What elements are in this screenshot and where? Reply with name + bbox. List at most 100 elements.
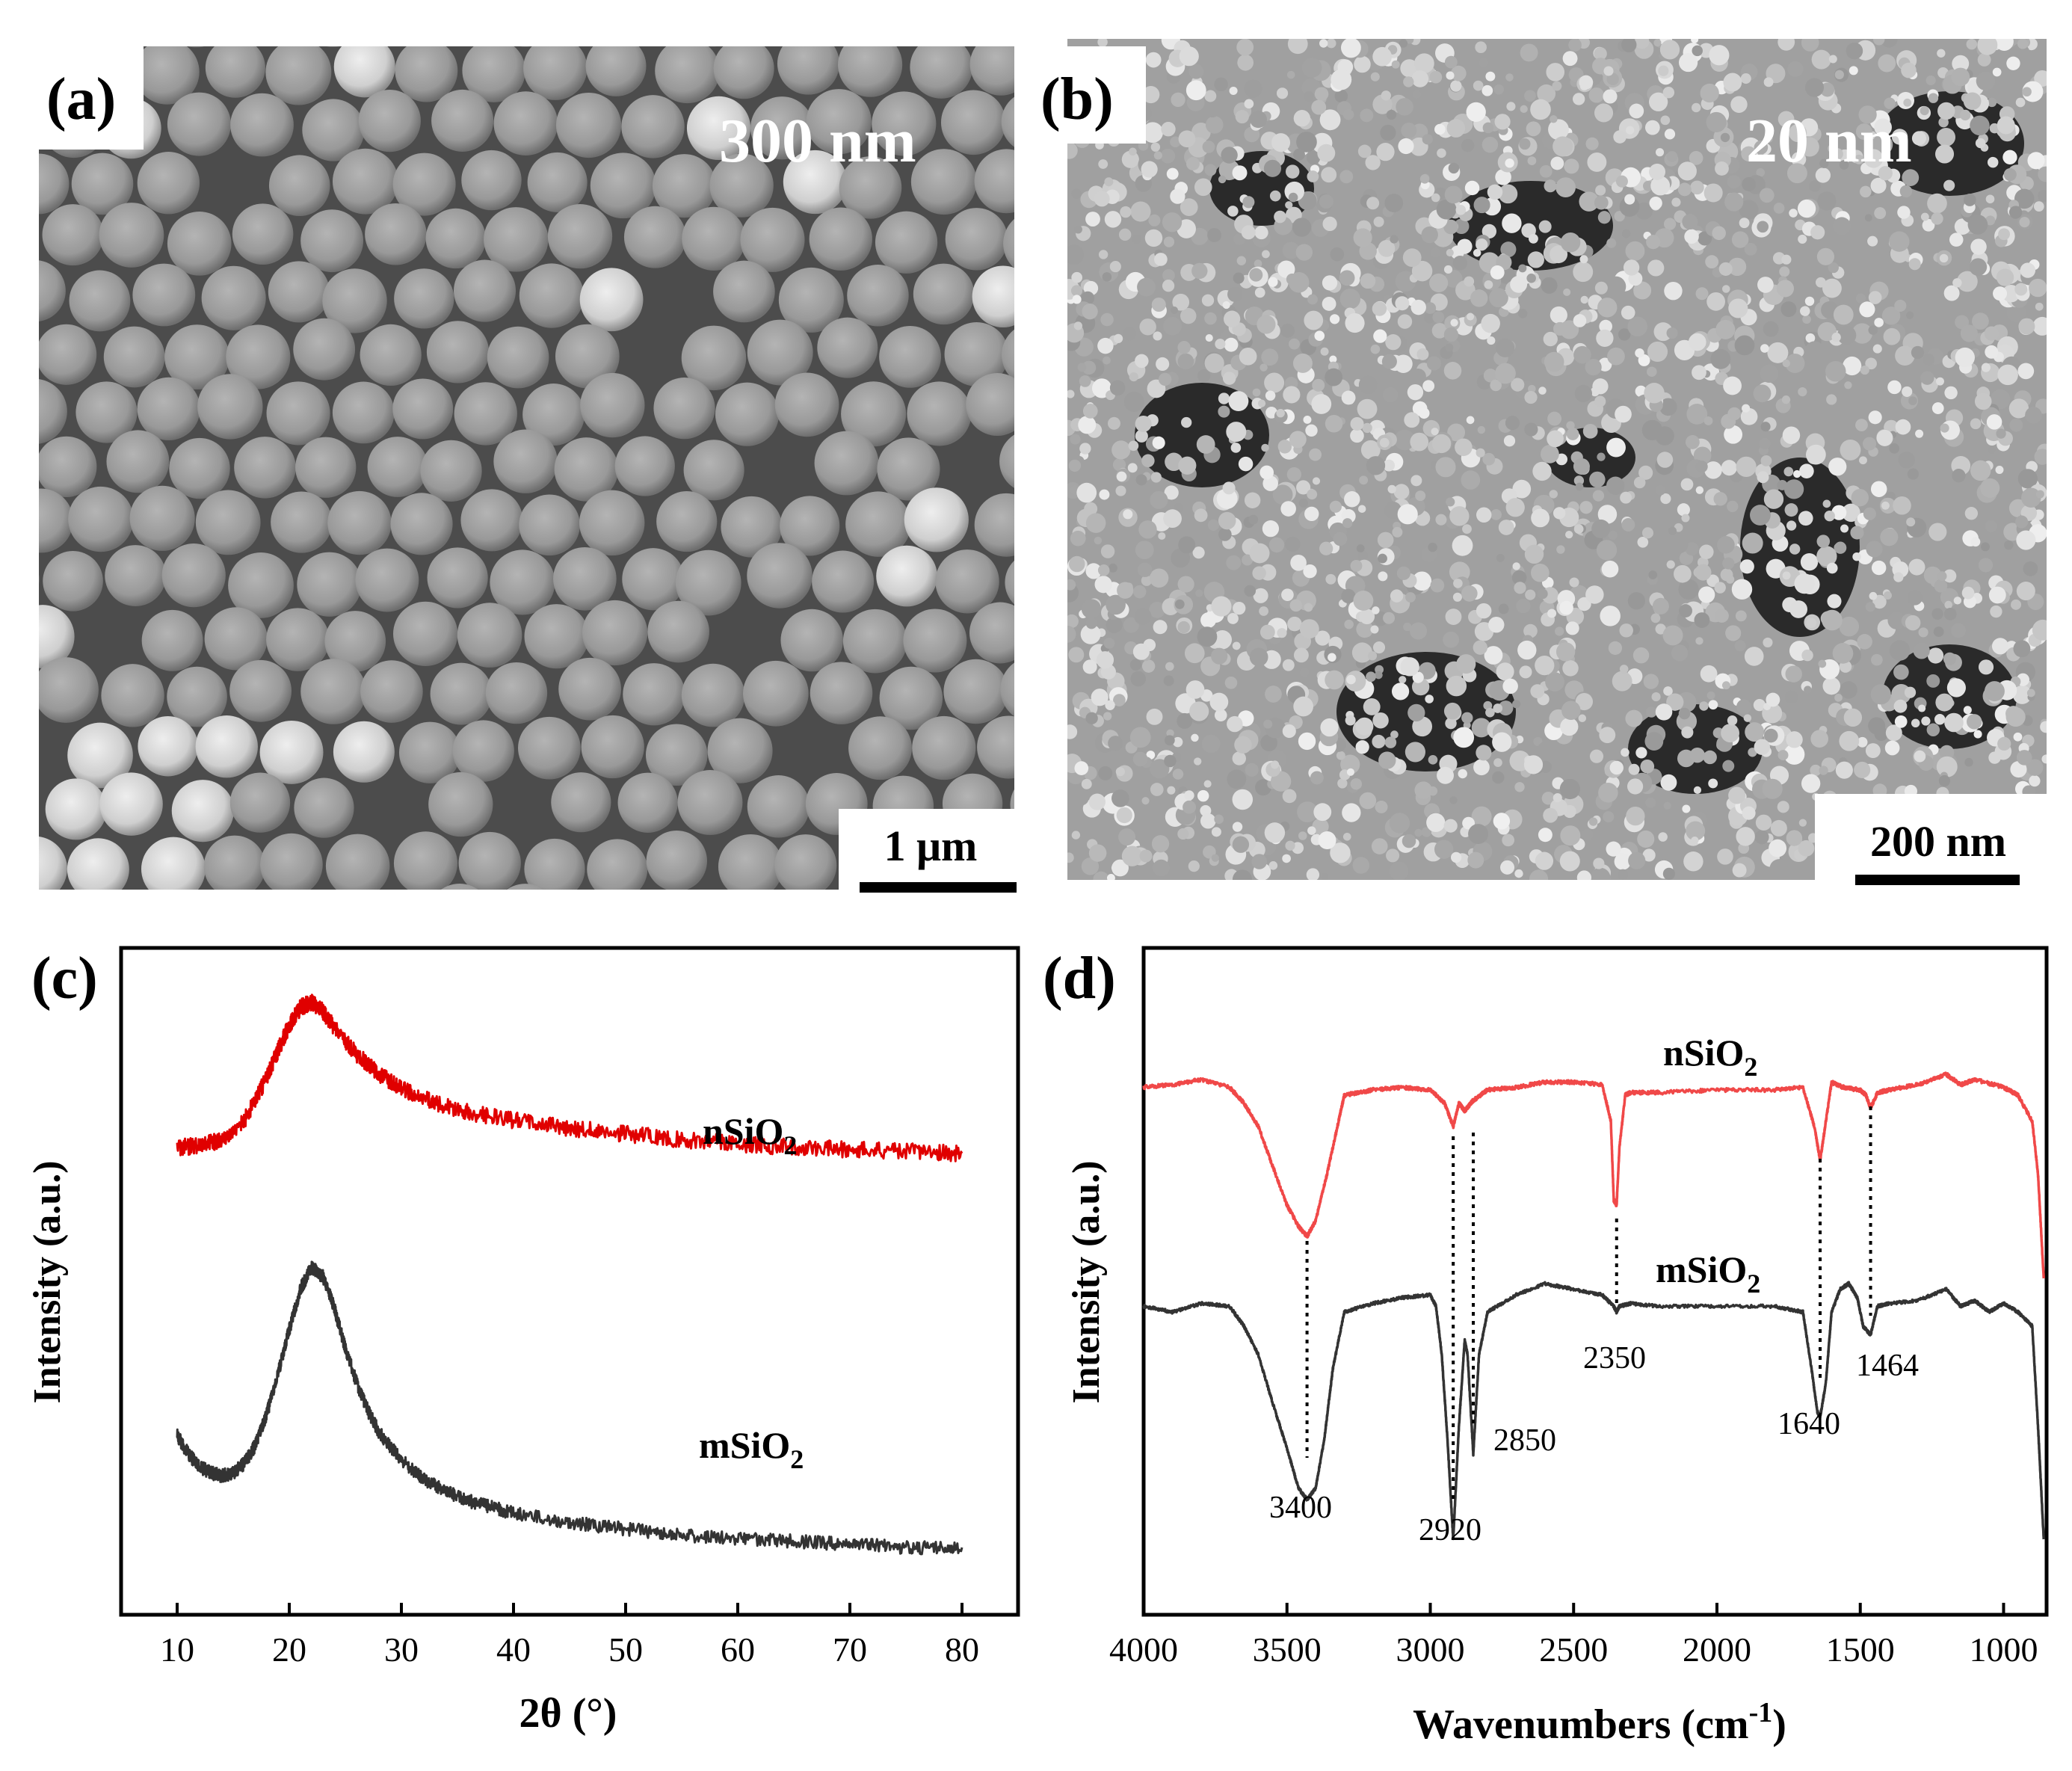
nanoparticle <box>1305 424 1318 437</box>
nanoparticle <box>1931 212 1943 225</box>
nanoparticle <box>1204 90 1217 102</box>
nanoparticle <box>1553 507 1566 520</box>
nanoparticle <box>1344 619 1354 629</box>
series-line-nSiO2 <box>1142 1071 2045 1279</box>
nanoparticle <box>1435 514 1447 526</box>
silica-sphere <box>398 721 461 783</box>
nanoparticle <box>1341 390 1356 405</box>
silica-sphere <box>524 838 585 890</box>
nanoparticle <box>1560 232 1581 253</box>
nanoparticle <box>1373 216 1384 227</box>
nanoparticle <box>1889 231 1910 252</box>
silica-sphere <box>848 716 912 780</box>
nanoparticle <box>1843 708 1863 727</box>
nanoparticle <box>1076 482 1097 503</box>
nanoparticle <box>1550 306 1567 324</box>
nanoparticle <box>1658 65 1669 76</box>
nanoparticle <box>1471 718 1491 738</box>
nanoparticle <box>1791 152 1807 167</box>
silica-sphere <box>913 263 975 325</box>
nanoparticle <box>1663 218 1677 230</box>
nanoparticle <box>1274 210 1286 224</box>
nanoparticle <box>1980 478 2000 498</box>
nanoparticle <box>1227 206 1239 217</box>
silica-sphere <box>232 203 294 265</box>
panel-b-label-box <box>1030 46 1146 144</box>
silica-sphere <box>167 666 227 727</box>
silica-sphere <box>428 771 493 837</box>
nanoparticle <box>1880 528 1899 546</box>
nanoparticle <box>1704 461 1722 479</box>
nanoparticle <box>1769 859 1789 879</box>
nanoparticle <box>1370 625 1379 634</box>
nanoparticle <box>1097 564 1110 576</box>
silica-sphere <box>365 203 427 265</box>
nanoparticle <box>1467 851 1484 869</box>
nanoparticle <box>1520 105 1528 113</box>
nanoparticle <box>1609 760 1624 775</box>
silica-sphere <box>551 772 611 833</box>
nanoparticle <box>1760 344 1769 353</box>
nanoparticle <box>1867 73 1885 90</box>
nanoparticle <box>1779 266 1790 277</box>
nanoparticle <box>1563 288 1571 296</box>
nanoparticle <box>1689 748 1705 763</box>
nanoparticle <box>1257 315 1276 334</box>
silica-sphere <box>293 318 356 381</box>
nanoparticle <box>1977 39 1998 55</box>
nanoparticle <box>1398 138 1414 155</box>
nanoparticle <box>1177 828 1189 840</box>
nanoparticle <box>1985 215 1996 226</box>
silica-sphere <box>195 490 261 555</box>
nanoparticle <box>1244 492 1261 508</box>
nanoparticle <box>1854 154 1864 164</box>
sem-b-micrograph <box>1067 39 2047 880</box>
silica-sphere <box>743 660 809 727</box>
nanoparticle <box>1503 435 1516 447</box>
nanoparticle <box>1481 313 1500 333</box>
silica-sphere <box>969 46 1014 96</box>
silica-sphere <box>201 265 266 330</box>
nanoparticle <box>1113 333 1123 344</box>
silica-sphere <box>774 834 837 890</box>
nanoparticle <box>1743 714 1752 722</box>
silica-sphere <box>355 548 419 612</box>
nanoparticle <box>1317 144 1336 162</box>
nanoparticle <box>1431 193 1440 203</box>
nanoparticle <box>1621 748 1629 757</box>
nanoparticle <box>1310 771 1324 785</box>
nanoparticle <box>1178 130 1196 148</box>
nanoparticle <box>1381 354 1397 369</box>
nanoparticle <box>1410 475 1422 487</box>
nanoparticle <box>1857 634 1872 650</box>
nanoparticle <box>1366 671 1376 683</box>
nanoparticle <box>1400 59 1419 78</box>
nanoparticle <box>1115 485 1126 496</box>
nanoparticle <box>1288 192 1298 203</box>
nanoparticle <box>1744 647 1764 666</box>
nanoparticle <box>1703 750 1717 765</box>
nanoparticle <box>1453 727 1475 748</box>
nanoparticle <box>2020 262 2036 278</box>
nanoparticle <box>1686 821 1706 841</box>
nanoparticle <box>1695 637 1703 645</box>
nanoparticle <box>1531 508 1550 528</box>
nanoparticle <box>1649 163 1666 180</box>
nanoparticle <box>1132 234 1142 244</box>
nanoparticle <box>1445 343 1454 352</box>
nanoparticle <box>1081 778 1092 789</box>
nanoparticle <box>1237 54 1254 71</box>
nanoparticle <box>1500 860 1515 875</box>
silica-sphere <box>39 436 97 497</box>
nanoparticle <box>1194 757 1202 766</box>
nanoparticle <box>1648 92 1668 111</box>
nanoparticle <box>1997 116 2015 135</box>
silica-sphere <box>814 431 879 496</box>
nanoparticle <box>1446 119 1466 138</box>
silica-sphere <box>904 487 969 552</box>
silica-sphere <box>842 609 907 674</box>
silica-sphere <box>230 93 294 157</box>
nanoparticle <box>1703 183 1723 203</box>
nanoparticle <box>1282 241 1300 259</box>
silica-sphere <box>294 777 354 838</box>
